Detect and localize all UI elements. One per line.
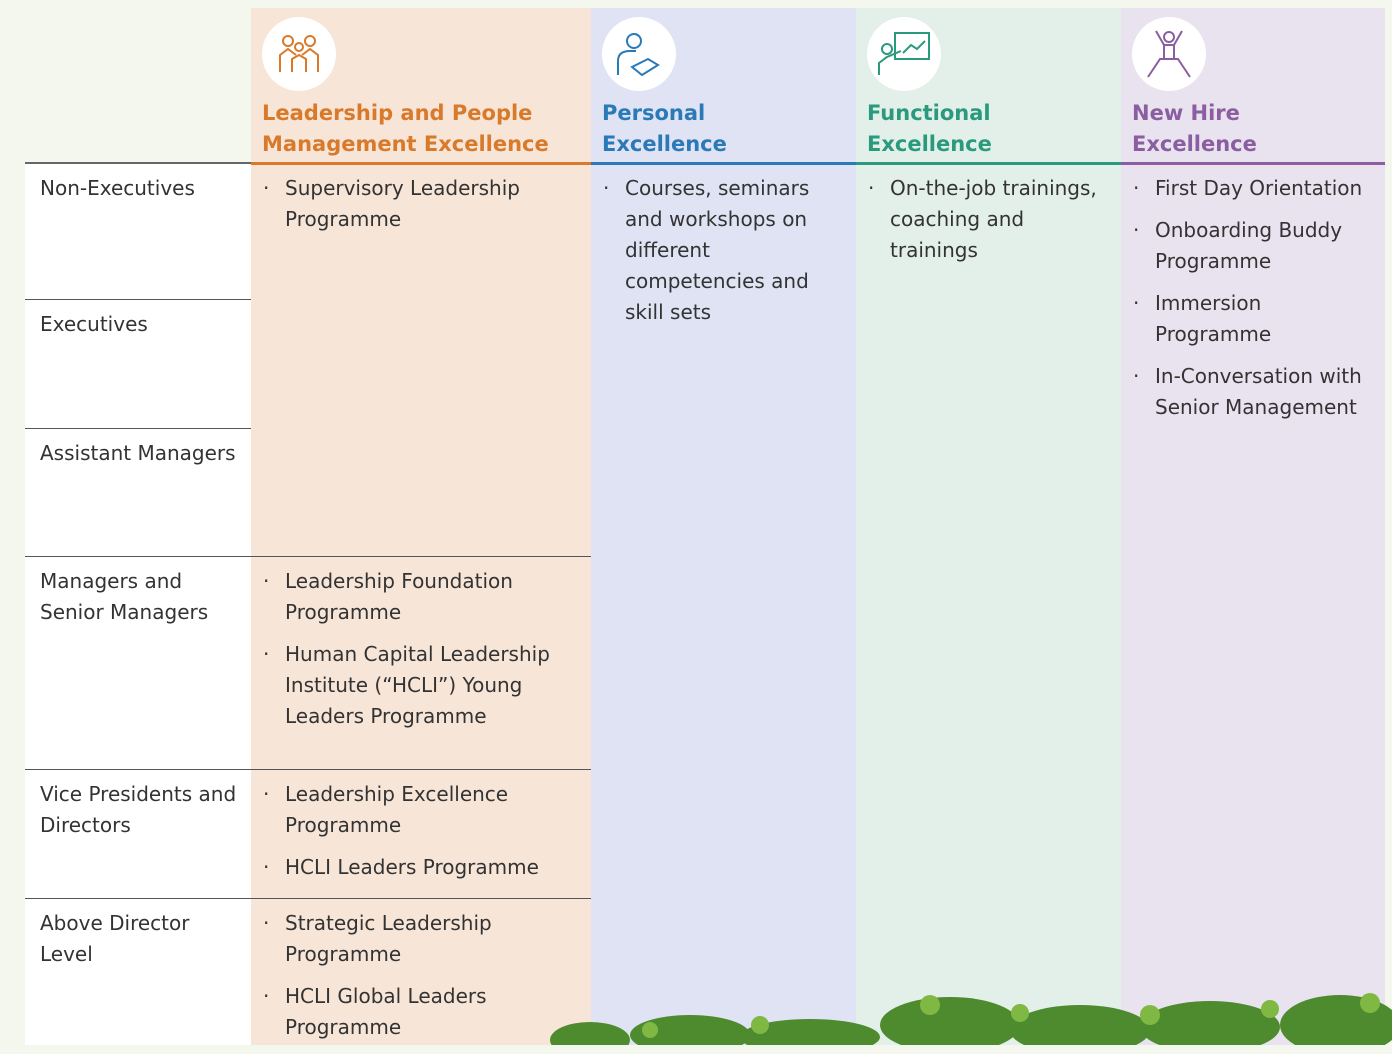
bullet-list: Courses, seminars and workshops on diffe… <box>601 173 846 339</box>
icon <box>867 17 941 91</box>
column-title: Leadership and People Management Excelle… <box>262 101 549 156</box>
bullet-list: On-the-job trainings, coaching and train… <box>866 173 1111 277</box>
row-label: Assistant Managers <box>40 441 236 465</box>
header-rule <box>591 162 856 165</box>
row-label: Vice Presidents and Directors <box>40 782 237 837</box>
row-label: Above Director Level <box>40 911 190 966</box>
list-item: On-the-job trainings, coaching and train… <box>866 173 1111 266</box>
list-item: Supervisory Leadership Programme <box>261 173 581 235</box>
row-rule <box>25 898 591 899</box>
row-rule <box>25 428 251 429</box>
row-label: Non-Executives <box>40 176 195 200</box>
header-rule <box>1121 162 1385 165</box>
bullet-list: Leadership Foundation Programme Human Cap… <box>261 566 581 743</box>
column-title: Functional Excellence <box>867 101 992 156</box>
list-item: Immersion Programme <box>1131 288 1381 350</box>
list-item: Strategic Leadership Programme <box>261 908 581 970</box>
list-item: First Day Orientation <box>1131 173 1381 204</box>
row-rule <box>25 556 591 557</box>
row-label: Executives <box>40 312 148 336</box>
list-item: In-Conversation with Senior Management <box>1131 361 1381 423</box>
list-item: Leadership Foundation Programme <box>261 566 581 628</box>
header-rule <box>856 162 1121 165</box>
list-item: Leadership Excellence Programme <box>261 779 581 841</box>
row-rule <box>25 299 251 300</box>
column-title: Personal Excellence <box>602 101 727 156</box>
bullet-list: First Day Orientation Onboarding Buddy Pr… <box>1131 173 1381 434</box>
list-item: Courses, seminars and workshops on diffe… <box>601 173 846 328</box>
header-rule <box>251 162 591 165</box>
column-title: New Hire Excellence <box>1132 101 1257 156</box>
row-header-col <box>25 8 251 1045</box>
bullet-list: Supervisory Leadership Programme <box>261 173 581 246</box>
list-item: HCLI Global Leaders Programme <box>261 981 581 1043</box>
foliage <box>550 993 1392 1045</box>
row-rule <box>25 769 591 770</box>
bullet-list: Leadership Excellence Programme HCLI Lead… <box>261 779 581 894</box>
list-item: Onboarding Buddy Programme <box>1131 215 1381 277</box>
list-item: HCLI Leaders Programme <box>261 852 581 883</box>
bullet-list: Strategic Leadership Programme HCLI Globa… <box>261 908 581 1054</box>
list-item: Human Capital Leadership Institute (“HCL… <box>261 639 581 732</box>
corner <box>25 8 251 163</box>
icon <box>602 17 676 91</box>
icon <box>262 17 336 91</box>
row-label: Managers and Senior Managers <box>40 569 209 624</box>
icon <box>1132 17 1206 91</box>
header-rule <box>25 162 251 164</box>
